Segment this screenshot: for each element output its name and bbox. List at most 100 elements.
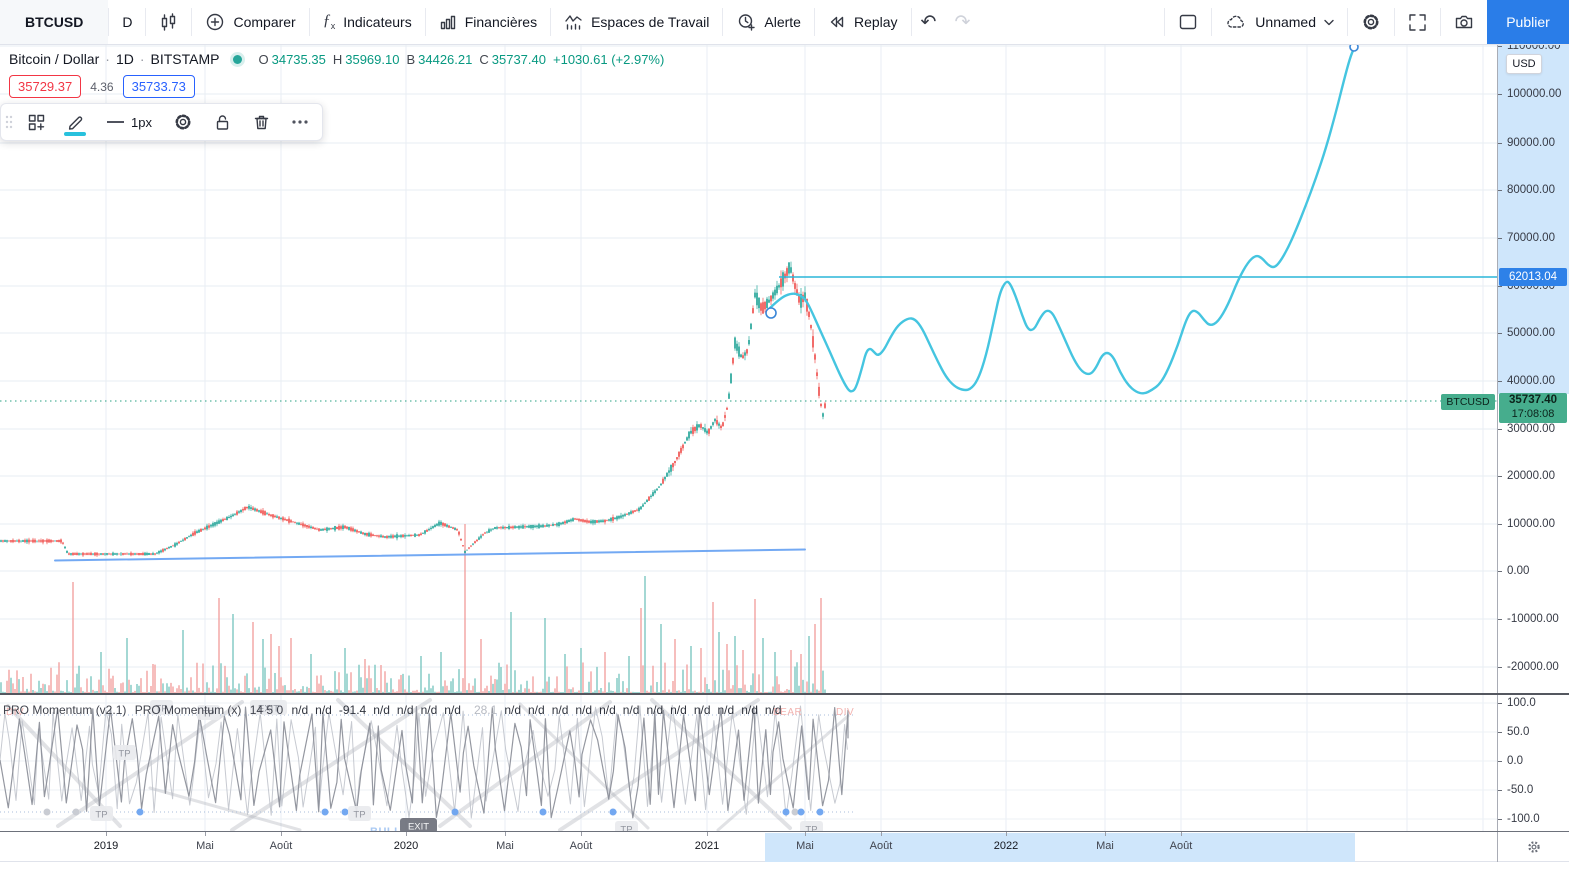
time-axis-selection-highlight (765, 833, 1355, 862)
data-status-dot[interactable] (233, 54, 243, 64)
indicator-value: n/d (551, 703, 569, 717)
indicator-title[interactable]: PRO Momentum (v2.1) (3, 703, 127, 717)
layout-grid-button[interactable] (1165, 0, 1211, 44)
drawing-anchor-point[interactable] (1349, 45, 1359, 52)
toolbar-separator (145, 8, 147, 36)
time-axis-tick (1181, 832, 1182, 836)
more-dots-icon (291, 119, 309, 125)
drag-handle[interactable] (1, 104, 17, 140)
drawing-toolbar: 1px (0, 103, 323, 141)
replay-icon (828, 13, 846, 31)
replay-button[interactable]: Replay (815, 0, 911, 44)
svg-text:TP: TP (353, 810, 365, 821)
svg-text:DIV: DIV (836, 707, 854, 718)
drawing-settings-button[interactable] (164, 104, 203, 140)
momentum-axis-label: 50.0 (1498, 725, 1569, 739)
svg-text:TP: TP (118, 749, 130, 760)
ohlc-row: O 34735.35 H 35969.10 B 34426.21 C 35737.40 +103… (258, 52, 664, 67)
workspaces-button[interactable]: Espaces de Travail (551, 0, 722, 44)
change-value: +1030.61 (+2.97%) (553, 51, 665, 67)
indicator-value: n/d (396, 703, 414, 717)
toolbar-separator (108, 8, 110, 36)
top-toolbar: BTCUSD D Comparer ƒx Indicateurs Financi… (0, 0, 1569, 45)
lock-button[interactable] (203, 104, 242, 140)
bid-ask-row: 35729.37 4.36 35733.73 (9, 75, 195, 98)
time-axis-label: Août (1169, 840, 1193, 852)
indicators-button[interactable]: ƒx Indicateurs (310, 0, 425, 44)
time-axis-label: 2019 (93, 840, 119, 852)
redo-button[interactable]: ↷ (945, 0, 979, 44)
toolbar-separator (191, 8, 193, 36)
momentum-layer: DIV TP TP EXIT TP TP TP BULL EXIT TP TP BEAR DIV (0, 698, 855, 831)
time-axis-settings-button[interactable] (1497, 832, 1569, 862)
alert-button[interactable]: Alerte (723, 0, 814, 44)
currency-label: USD (1512, 58, 1536, 70)
drawing-anchor-point[interactable] (765, 307, 777, 319)
price-axis[interactable]: USD 110000.00 100000.00 90000.00 80000.00 70… (1497, 40, 1569, 831)
currency-badge[interactable]: USD (1506, 54, 1542, 74)
indicator-subtitle[interactable]: PRO Momentum (x) (134, 703, 242, 717)
pane-divider[interactable] (0, 693, 1569, 695)
momentum-axis-label: -100.0 (1498, 812, 1569, 826)
compare-button[interactable]: Comparer (192, 0, 308, 44)
delete-button[interactable] (242, 104, 281, 140)
compare-plus-icon (205, 12, 225, 32)
legend-title: Bitcoin / Dollar (9, 51, 100, 67)
chart-canvas[interactable]: DIV TP TP EXIT TP TP TP BULL EXIT TP TP BEAR DIV (0, 45, 1497, 831)
financials-button[interactable]: Financières (426, 0, 550, 44)
price-axis-label: 80000.00 (1498, 183, 1569, 197)
time-axis-label: Mai (1096, 840, 1114, 852)
price-axis-label: -10000.00 (1498, 612, 1569, 626)
indicator-value: n/d (291, 703, 309, 717)
color-swatch (64, 132, 86, 136)
time-axis-tick (881, 832, 882, 836)
interval-button[interactable]: D (109, 0, 145, 44)
chart-settings-button[interactable] (1348, 0, 1394, 44)
fx-icon: ƒx (322, 12, 336, 32)
fullscreen-button[interactable] (1395, 0, 1440, 44)
bid-price-button[interactable]: 35729.37 (9, 75, 82, 98)
line-width-button[interactable]: 1px (95, 115, 164, 130)
line-color-button[interactable] (56, 104, 95, 140)
toolbar-separator (1440, 8, 1441, 36)
price-axis-label: 100000.00 (1498, 87, 1569, 101)
alert-label: Alerte (764, 14, 801, 30)
momentum-axis-label: 100.0 (1498, 696, 1569, 710)
time-axis-label: Août (869, 840, 893, 852)
indicator-value: n/d (315, 703, 332, 717)
screenshot-button[interactable] (1441, 0, 1487, 44)
cloud-layout-button[interactable]: Unnamed (1212, 0, 1347, 44)
price-axis-label: 10000.00 (1498, 517, 1569, 531)
time-axis-tick (707, 832, 708, 836)
publish-button[interactable]: Publier (1487, 0, 1569, 44)
svg-text:TP: TP (155, 704, 167, 715)
indicator-value: n/d (528, 703, 545, 717)
ask-price-button[interactable]: 35733.73 (122, 75, 195, 98)
time-axis-label: Août (569, 840, 593, 852)
line-sample-icon (107, 121, 124, 123)
time-axis[interactable]: 2019 Mai Août 2020 Mai Août 2021 Mai Août 2022 Mai… (0, 831, 1569, 862)
more-options-button[interactable] (281, 104, 320, 140)
time-axis-label: Mai (796, 840, 814, 852)
symbol-badge-label: BTCUSD (1446, 396, 1490, 408)
chart-style-button[interactable] (146, 0, 191, 44)
undo-button[interactable]: ↶ (912, 0, 946, 44)
current-price-value: 35737.40 (1509, 394, 1557, 406)
svg-text:EXIT: EXIT (258, 704, 279, 715)
template-button[interactable] (17, 104, 56, 140)
svg-text:TP: TP (95, 810, 107, 821)
time-axis-tick (505, 832, 506, 836)
camera-icon (1454, 13, 1474, 31)
candles-icon (159, 12, 178, 32)
symbol-price-badge: BTCUSD (1441, 394, 1495, 410)
time-axis-tick (1105, 832, 1106, 836)
ask-price: 35733.73 (131, 79, 186, 94)
ohlc-value: 35737.40 (491, 51, 546, 67)
line-width-label: 1px (131, 114, 152, 130)
indicator-status-line: PRO Momentum (v2.1) PRO Momentum (x) 14 … (3, 703, 789, 717)
chart-legend[interactable]: Bitcoin / Dollar · 1D · BITSTAMP O 34735.… (9, 51, 664, 67)
symbol-search-button[interactable]: BTCUSD (0, 0, 109, 44)
momentum-axis-label: 0.0 (1498, 754, 1569, 768)
layout-name-label: Unnamed (1255, 14, 1316, 30)
